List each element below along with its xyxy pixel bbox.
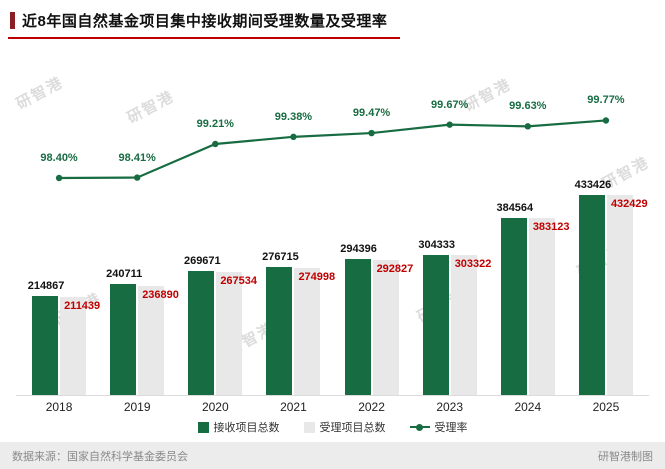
legend-item-0: 接收项目总数	[197, 419, 280, 435]
bar-value-accepted: 236890	[142, 288, 179, 301]
bar-value-accepted: 267534	[220, 274, 258, 287]
bar-value-received: 294396	[340, 243, 377, 256]
bar-value-received: 384564	[496, 201, 534, 214]
title-underline	[8, 37, 400, 39]
rate-value-label: 99.63%	[509, 100, 547, 113]
rate-value-label: 98.40%	[40, 152, 78, 164]
bar-accepted-total	[216, 271, 243, 395]
bar-value-accepted: 432429	[610, 198, 648, 211]
x-axis-label: 2022	[358, 400, 385, 414]
rate-point-marker	[55, 174, 63, 182]
bar-value-accepted: 292827	[376, 262, 414, 275]
legend-label: 接收项目总数	[213, 422, 280, 434]
rate-value-label: 99.67%	[431, 98, 469, 111]
rate-value-label: 99.38%	[274, 110, 313, 123]
x-axis-label: 2021	[280, 400, 307, 414]
bar-value-accepted: 274998	[298, 271, 336, 284]
bar-value-accepted: 303322	[454, 258, 492, 271]
title-accent-bar	[10, 12, 15, 29]
x-axis-label: 2020	[201, 400, 229, 414]
bar-value-received: 240711	[106, 267, 143, 280]
legend-item-2: 受理率	[409, 419, 468, 435]
bar-value-accepted: 211439	[64, 300, 101, 313]
bar-received-total	[32, 295, 59, 395]
bar-value-accepted: 383123	[532, 221, 570, 234]
watermark-text: 研智港	[13, 73, 67, 113]
bar-value-received: 276715	[262, 251, 299, 264]
bar-accepted-total	[294, 268, 321, 395]
x-axis-label: 2025	[592, 400, 620, 414]
page-title: 近8年国自然基金项目集中接收期间受理数量及受理率	[22, 13, 388, 30]
rate-value-label: 99.47%	[352, 107, 391, 120]
rate-point-marker	[524, 123, 532, 130]
legend-item-1: 受理项目总数	[303, 419, 386, 435]
rate-point-marker	[368, 129, 375, 137]
credit-text: 研智港制图	[598, 450, 653, 463]
x-axis-label: 2023	[436, 400, 464, 414]
x-axis-label: 2018	[45, 400, 73, 414]
rate-value-label: 99.77%	[587, 94, 625, 107]
data-source-text: 数据来源：国家自然科学基金委员会	[12, 450, 188, 463]
bar-accepted-total	[60, 297, 87, 395]
bar-accepted-total	[606, 195, 633, 395]
rate-point-marker	[446, 121, 453, 128]
legend-bar-swatch	[303, 421, 315, 433]
watermark-text: 研智港	[124, 87, 178, 127]
bar-value-received: 304333	[418, 238, 456, 251]
rate-point-marker	[290, 133, 297, 141]
chart-header: 近8年国自然基金项目集中接收期间受理数量及受理率	[10, 10, 387, 31]
legend-label: 受理率	[434, 422, 468, 434]
legend-label: 受理项目总数	[319, 422, 386, 434]
bar-received-total	[578, 195, 605, 395]
legend-line-dot	[415, 423, 423, 431]
bar-received-total	[110, 283, 137, 395]
rate-value-label: 99.21%	[196, 117, 234, 130]
x-axis-label: 2019	[123, 400, 151, 414]
rate-point-marker	[212, 140, 219, 148]
bar-accepted-total	[138, 285, 165, 395]
rate-value-label: 98.41%	[118, 151, 156, 164]
chart-legend: 接收项目总数 受理项目总数 受理率	[0, 419, 665, 435]
legend-bar-swatch	[197, 421, 209, 433]
x-axis-line	[16, 395, 649, 396]
legend-line-swatch	[409, 423, 430, 431]
rate-point-marker	[602, 117, 610, 124]
rate-point-marker	[133, 174, 141, 181]
bar-accepted-total	[372, 259, 399, 395]
x-axis-label: 2024	[514, 400, 542, 414]
bar-received-total	[422, 254, 449, 395]
bar-value-received: 214867	[27, 279, 65, 292]
footer-bar: 数据来源：国家自然科学基金委员会 研智港制图	[0, 442, 665, 469]
bar-received-total	[344, 259, 371, 395]
bar-value-received: 433426	[574, 179, 612, 191]
bar-received-total	[266, 267, 293, 395]
bar-received-total	[188, 270, 215, 395]
bar-accepted-total	[528, 218, 555, 395]
bar-value-received: 269671	[183, 254, 221, 267]
bar-accepted-total	[450, 255, 477, 395]
bar-received-total	[500, 217, 527, 395]
